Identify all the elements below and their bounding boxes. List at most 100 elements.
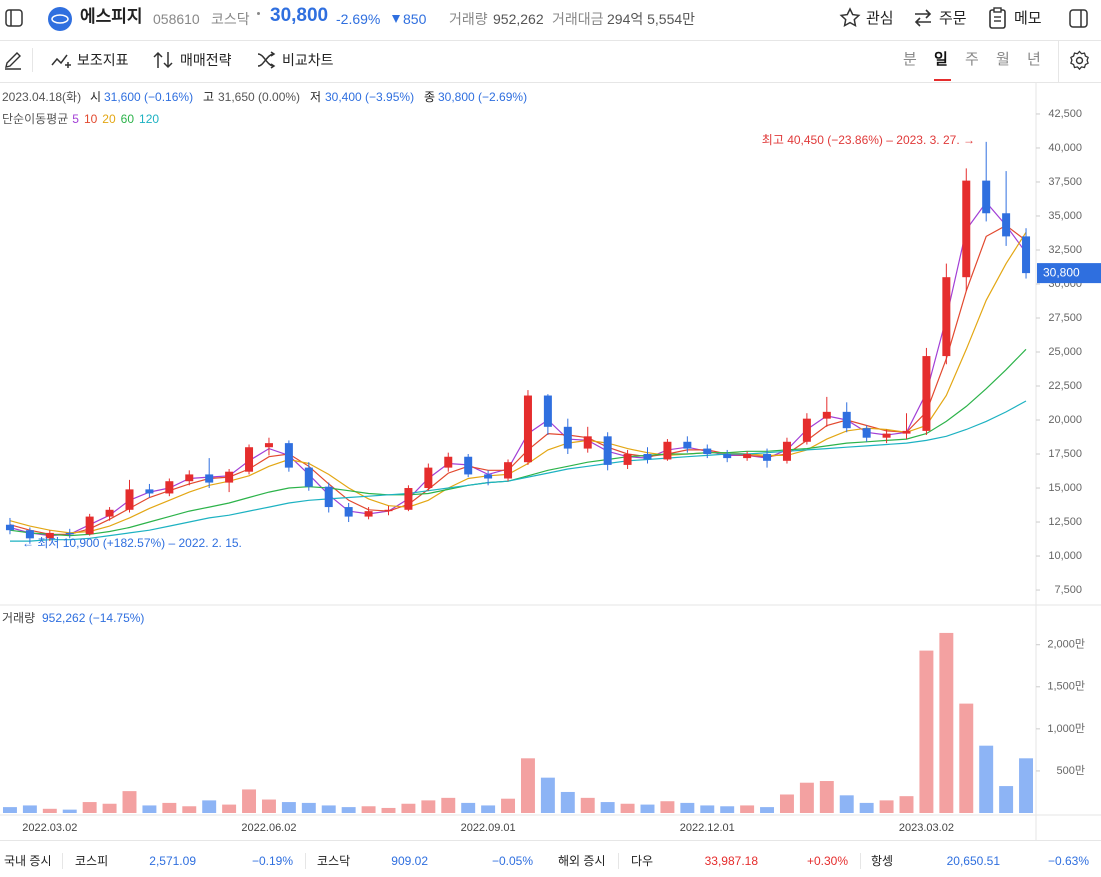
period-active[interactable]: 일	[934, 51, 948, 68]
volume-bar	[620, 803, 635, 813]
volume-bar	[401, 803, 416, 813]
pencil-icon[interactable]	[3, 50, 23, 70]
volume-bar	[999, 786, 1014, 813]
candle-body	[464, 456, 473, 475]
action[interactable]: 주문	[939, 10, 967, 27]
order-icon[interactable]	[912, 7, 934, 29]
candle-body	[284, 443, 293, 468]
volume-bar	[82, 802, 97, 813]
volume-value: 952,262 (−14.75%)	[42, 611, 144, 625]
legend-entry: 60	[120, 112, 135, 126]
change: 850	[403, 11, 427, 27]
strategy-icon[interactable]	[152, 50, 174, 70]
tool[interactable]: 비교차트	[282, 52, 334, 68]
down-arrow	[392, 15, 400, 23]
index-name[interactable]: 다우	[631, 854, 654, 868]
volume-bar	[540, 777, 555, 813]
y-tick-label: 35,000	[1048, 210, 1082, 222]
period[interactable]: 분	[903, 51, 917, 68]
period[interactable]: 월	[996, 51, 1010, 68]
low-annotation: ← 최저 10,900 (+182.57%) – 2022. 2. 15.	[22, 536, 242, 550]
index-change: −0.19%	[251, 854, 293, 868]
index-name[interactable]: 항셍	[871, 854, 894, 868]
footer-label: 해외 증시	[558, 854, 606, 868]
tool[interactable]: 매매전략	[180, 52, 232, 68]
divider	[305, 853, 306, 869]
period[interactable]: 년	[1027, 51, 1041, 68]
volume-label: 거래량	[449, 11, 488, 27]
volume-bar	[919, 650, 934, 813]
ma-line	[9, 201, 1027, 537]
candle-body	[902, 430, 911, 434]
candle-body	[185, 474, 194, 482]
compare-icon[interactable]	[256, 51, 276, 69]
info-value: 30,400 (−3.95%)	[325, 90, 415, 104]
candle-body	[802, 418, 811, 442]
y-tick-label: 10,000	[1048, 550, 1082, 562]
candle-body	[5, 524, 14, 531]
index-name[interactable]: 코스피	[75, 854, 109, 868]
index-value: 33,987.18	[704, 854, 758, 868]
star-icon[interactable]	[839, 7, 861, 29]
legend-entry: 20	[102, 112, 116, 126]
candle-body	[504, 462, 513, 479]
action[interactable]: 메모	[1014, 10, 1042, 27]
x-tick-label: 2023.03.02	[899, 822, 954, 834]
x-tick-label: 2022.12.01	[680, 822, 735, 834]
divider	[1058, 40, 1059, 82]
ma-line	[10, 400, 1027, 542]
candle-body	[822, 411, 831, 419]
volume-bar	[520, 758, 535, 813]
candle-body	[444, 456, 453, 468]
volume-bar	[22, 805, 37, 813]
candle-body	[384, 509, 393, 512]
candle-body	[842, 411, 851, 429]
ma-line	[9, 348, 1027, 537]
volume-bar	[560, 791, 575, 813]
period[interactable]: 주	[965, 51, 979, 68]
legend-entry: 5	[72, 112, 79, 126]
candle-body	[225, 471, 234, 483]
volume-bar	[600, 802, 615, 813]
volume-bar	[122, 791, 137, 813]
ma-line	[9, 224, 1027, 535]
y-tick-label: 37,500	[1048, 176, 1082, 188]
settings-icon[interactable]	[1069, 50, 1090, 71]
volume-bar	[261, 799, 276, 813]
volume-bar	[481, 805, 496, 813]
candle-body	[165, 481, 174, 494]
y-tick-label: 25,000	[1048, 346, 1082, 358]
candle-body	[663, 441, 672, 460]
volume-bar	[2, 807, 17, 813]
date: 2023.04.18(화)	[2, 90, 82, 104]
index-name[interactable]: 코스닥	[317, 854, 351, 868]
ma-title: 단순이동평균	[2, 112, 69, 126]
action[interactable]: 관심	[866, 10, 894, 27]
side-panel-icon[interactable]	[1069, 9, 1089, 29]
divider	[0, 40, 1101, 41]
candle-body	[484, 474, 493, 479]
panel-icon[interactable]	[5, 9, 23, 27]
market: 코스닥	[211, 11, 250, 27]
candle-body	[25, 530, 34, 539]
candle-body	[782, 441, 791, 461]
volume-bar	[162, 802, 177, 813]
divider	[62, 853, 63, 869]
candle-body	[982, 180, 991, 214]
volume-bar	[660, 801, 675, 813]
candle-body	[743, 454, 752, 459]
volume-bar	[301, 802, 316, 813]
candle-body	[563, 426, 572, 449]
y-tick-label: 17,500	[1048, 448, 1082, 460]
volume-bar	[501, 798, 516, 813]
volume-bar	[142, 805, 157, 813]
indicator-icon[interactable]	[50, 51, 72, 69]
volume-bar	[899, 796, 914, 813]
volume-bar	[979, 745, 994, 813]
memo-icon[interactable]	[987, 6, 1009, 30]
divider	[32, 48, 33, 72]
active-underline	[934, 79, 951, 81]
candle-body	[1022, 236, 1031, 274]
tool[interactable]: 보조지표	[77, 52, 129, 68]
volume-bar	[580, 797, 595, 813]
